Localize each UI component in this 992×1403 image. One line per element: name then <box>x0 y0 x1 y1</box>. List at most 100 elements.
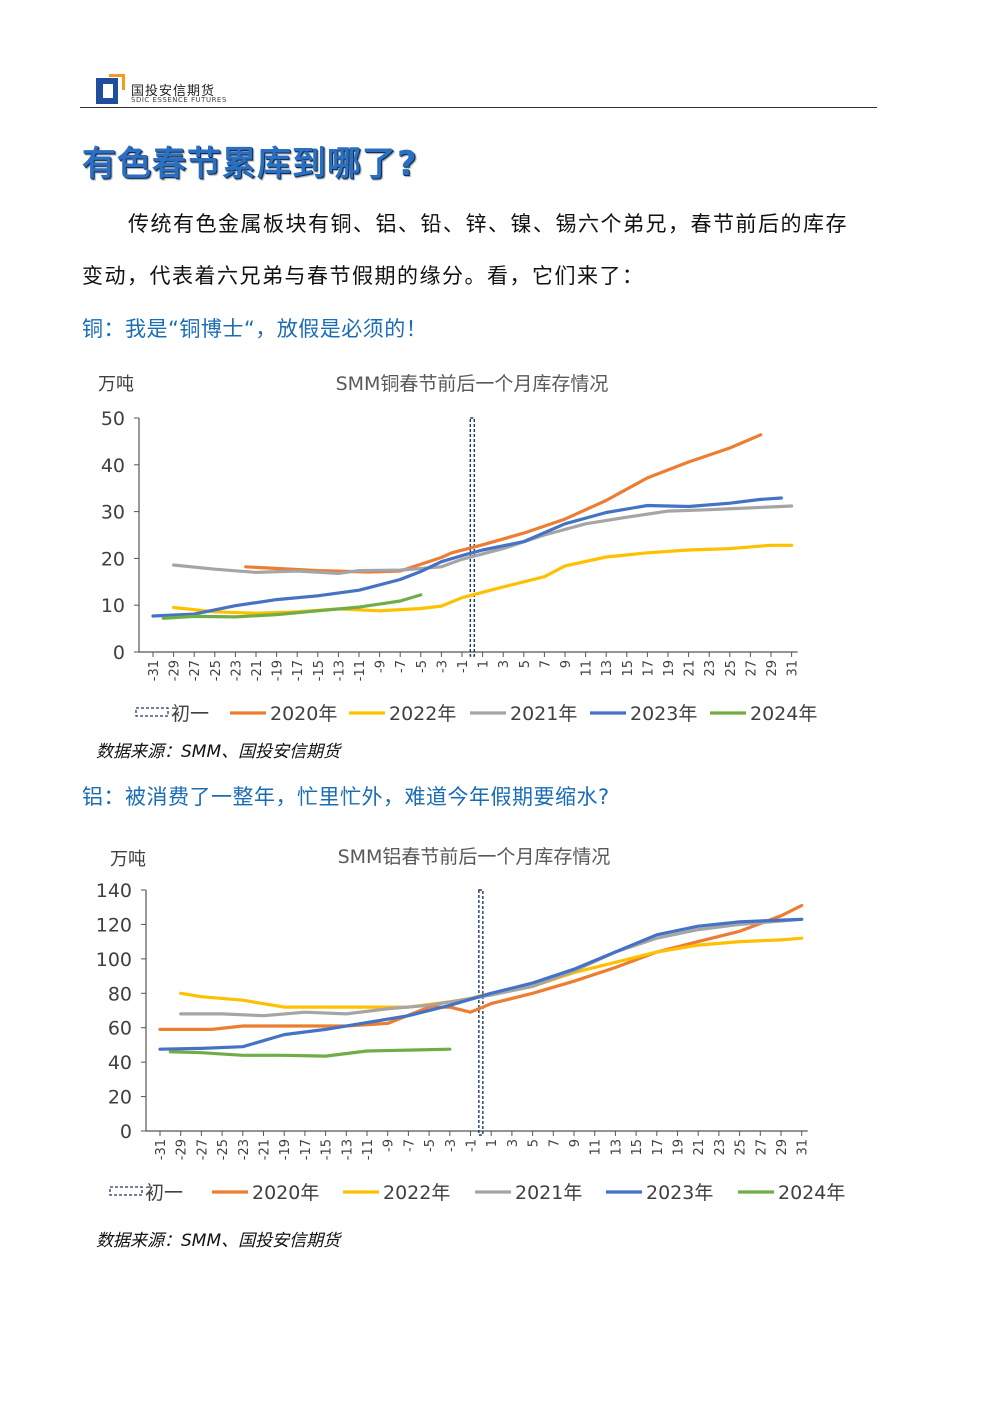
legend-label: 2023年 <box>646 1182 713 1204</box>
x-tick-label: -3 <box>444 1139 459 1152</box>
x-tick-label: 9 <box>568 1139 583 1147</box>
x-tick-label: 25 <box>724 660 739 677</box>
x-tick-label: 15 <box>621 660 636 677</box>
legend-label: 2024年 <box>778 1182 845 1204</box>
x-tick-label: -1 <box>456 660 471 673</box>
x-tick-label: -23 <box>237 1139 252 1160</box>
x-tick-label: 31 <box>786 660 801 677</box>
chinese-new-year-marker <box>478 889 484 1136</box>
y-tick-label: 0 <box>113 642 125 664</box>
x-tick-label: 13 <box>609 1139 624 1156</box>
x-tick-label: -5 <box>415 660 430 673</box>
y-tick-label: 140 <box>96 880 132 902</box>
series-line-2023年 <box>151 496 783 618</box>
x-tick-label: 27 <box>754 1139 769 1156</box>
x-tick-label: -25 <box>209 660 224 681</box>
series-line-2020年 <box>158 903 804 1031</box>
x-tick-label: -19 <box>271 660 286 681</box>
intro-paragraph-line-1: 传统有色金属板块有铜、铝、铅、锌、镍、锡六个弟兄，春节前后的库存 <box>128 212 848 236</box>
copper-chart-source: 数据来源：SMM、国投安信期货 <box>96 742 341 762</box>
x-tick-label: -15 <box>320 1139 335 1160</box>
x-tick-label: -21 <box>258 1139 273 1160</box>
x-tick-label: 17 <box>651 1139 666 1156</box>
x-tick-label: -11 <box>361 1139 376 1160</box>
series-line-2022年 <box>179 936 804 1009</box>
x-tick-label: 19 <box>672 1139 687 1156</box>
x-tick-label: 5 <box>527 1139 542 1147</box>
intro-paragraph-line-2: 变动，代表着六兄弟与春节假期的缘分。看，它们来了： <box>82 264 645 288</box>
aluminum-chart-source: 数据来源：SMM、国投安信期货 <box>96 1231 341 1251</box>
x-tick-label: -29 <box>168 660 183 681</box>
x-tick-label: 3 <box>506 1139 521 1147</box>
legend-label: 2021年 <box>510 703 577 725</box>
x-tick-label: -27 <box>195 1139 210 1160</box>
copper-section-heading: 铜：我是“铜博士“，放假是必须的！ <box>82 317 428 341</box>
brand-name-en: SDIC ESSENCE FUTURES <box>131 96 227 104</box>
y-tick-label: 20 <box>108 1087 132 1109</box>
x-tick-label: 11 <box>589 1139 604 1156</box>
x-tick-label: 3 <box>497 660 512 668</box>
y-tick-label: 100 <box>96 949 132 971</box>
x-tick-label: 17 <box>641 660 656 677</box>
x-tick-label: 25 <box>734 1139 749 1156</box>
legend-label: 初一 <box>145 1182 183 1204</box>
aluminum-section-heading: 铝：被消费了一整年，忙里忙外，难道今年假期要缩水? <box>82 785 610 809</box>
x-tick-label: -13 <box>340 1139 355 1160</box>
series-line-2024年 <box>161 593 423 620</box>
y-tick-label: 120 <box>96 914 132 936</box>
x-tick-label: 31 <box>796 1139 811 1156</box>
legend-swatch-marker <box>109 1186 143 1196</box>
y-tick-label: 10 <box>101 595 125 617</box>
y-tick-label: 20 <box>101 548 125 570</box>
legend-label: 2024年 <box>750 703 817 725</box>
x-tick-label: -3 <box>435 660 450 673</box>
y-axis-unit-label: 万吨 <box>98 374 134 395</box>
x-tick-label: -1 <box>465 1139 480 1152</box>
x-tick-label: -31 <box>147 660 162 681</box>
y-tick-label: 50 <box>101 408 125 430</box>
x-tick-label: 19 <box>662 660 677 677</box>
x-tick-label: -25 <box>216 1139 231 1160</box>
y-tick-label: 40 <box>101 455 125 477</box>
x-tick-label: -27 <box>188 660 203 681</box>
legend-label: 2022年 <box>389 703 456 725</box>
x-tick-label: 29 <box>765 660 780 677</box>
x-tick-label: -9 <box>382 1139 397 1152</box>
x-tick-label: 27 <box>744 660 759 677</box>
x-tick-label: 11 <box>580 660 595 677</box>
x-tick-label: 7 <box>538 660 553 668</box>
header-divider <box>80 107 877 108</box>
x-tick-label: 9 <box>559 660 574 668</box>
x-tick-label: 23 <box>703 660 718 677</box>
chinese-new-year-marker <box>469 417 475 657</box>
series-line-2021年 <box>172 504 794 575</box>
legend-label: 2020年 <box>270 703 337 725</box>
legend-swatch-marker <box>135 707 169 717</box>
x-tick-label: 7 <box>547 1139 562 1147</box>
chart-title: SMM铜春节前后一个月库存情况 <box>336 373 609 395</box>
x-tick-label: -23 <box>229 660 244 681</box>
brand-name-cn: 国投安信期货 <box>131 84 216 99</box>
legend-label: 初一 <box>171 703 209 725</box>
x-tick-label: -13 <box>332 660 347 681</box>
y-tick-label: 40 <box>108 1052 132 1074</box>
x-tick-label: 1 <box>477 660 492 668</box>
x-tick-label: -19 <box>278 1139 293 1160</box>
legend-label: 2022年 <box>383 1182 450 1204</box>
legend-label: 2020年 <box>252 1182 319 1204</box>
x-tick-label: -17 <box>299 1139 314 1160</box>
x-tick-label: -7 <box>394 660 409 673</box>
x-tick-label: 15 <box>630 1139 645 1156</box>
chart-title: SMM铝春节前后一个月库存情况 <box>338 846 611 868</box>
y-axis-unit-label: 万吨 <box>110 849 146 870</box>
x-tick-label: 1 <box>485 1139 500 1147</box>
legend-label: 2021年 <box>515 1182 582 1204</box>
series-line-2024年 <box>168 1047 452 1058</box>
x-tick-label: -29 <box>175 1139 190 1160</box>
x-tick-label: 21 <box>692 1139 707 1156</box>
x-tick-label: 29 <box>775 1139 790 1156</box>
page-title: 有色春节累库到哪了? <box>82 144 418 184</box>
series-line-2023年 <box>158 917 804 1051</box>
